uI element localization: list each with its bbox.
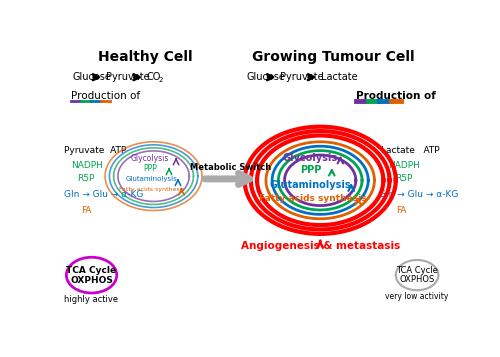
Text: Pyruvate: Pyruvate [106, 72, 150, 82]
Text: Lactate: Lactate [321, 72, 358, 82]
Text: R5P: R5P [77, 175, 94, 183]
Text: OXPHOS: OXPHOS [70, 276, 113, 285]
Text: Gln → Glu → α-KG: Gln → Glu → α-KG [380, 190, 459, 199]
Text: R5P: R5P [395, 175, 412, 183]
Text: FA: FA [396, 206, 407, 215]
Text: highly active: highly active [64, 295, 118, 305]
Text: PPP: PPP [300, 165, 321, 175]
Text: Glucose: Glucose [246, 72, 286, 82]
Text: TCA Cycle: TCA Cycle [396, 266, 438, 276]
Text: OXPHOS: OXPHOS [400, 275, 434, 284]
Text: PPP: PPP [143, 164, 156, 173]
Text: Glycolysis: Glycolysis [130, 154, 169, 164]
Text: Glucose: Glucose [72, 72, 111, 82]
Text: 2: 2 [158, 77, 163, 84]
Text: very low activity: very low activity [386, 292, 449, 301]
Text: NADPH: NADPH [71, 161, 103, 170]
Text: Glycolysis: Glycolysis [283, 153, 338, 163]
Text: Gln → Glu → α-KG: Gln → Glu → α-KG [64, 190, 144, 199]
Text: Metabolic Switch: Metabolic Switch [190, 163, 272, 172]
Text: Angiogenesis & metastasis: Angiogenesis & metastasis [240, 241, 400, 251]
Text: Glutaminolysis: Glutaminolysis [270, 180, 351, 190]
Text: Pyruvate: Pyruvate [280, 72, 324, 82]
Text: Production of: Production of [71, 91, 140, 101]
Text: NADPH: NADPH [388, 161, 420, 170]
Text: Healthy Cell: Healthy Cell [98, 50, 193, 64]
Text: TCA Cycle: TCA Cycle [66, 266, 116, 275]
Text: Lactate   ATP: Lactate ATP [381, 146, 440, 155]
Text: FA: FA [81, 206, 92, 215]
Text: Growing Tumour Cell: Growing Tumour Cell [252, 50, 415, 64]
Text: Pyruvate  ATP: Pyruvate ATP [64, 146, 126, 155]
Text: Glutaminolysis: Glutaminolysis [126, 176, 178, 182]
Text: Production of: Production of [356, 91, 436, 101]
Text: CO: CO [146, 72, 161, 82]
Text: Fatty acids synthesis: Fatty acids synthesis [260, 195, 367, 203]
Text: Fatty acids synthesis: Fatty acids synthesis [119, 187, 184, 192]
